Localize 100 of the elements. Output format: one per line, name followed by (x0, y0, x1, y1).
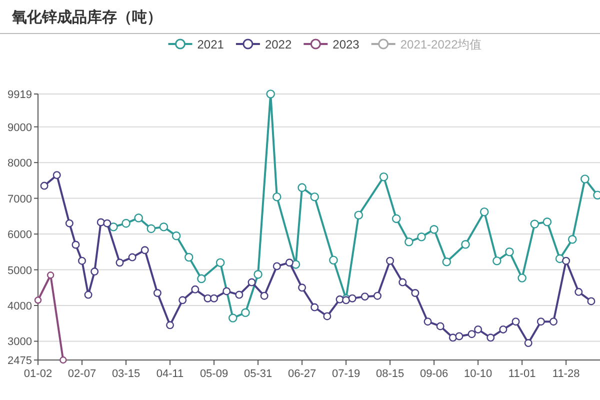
x-tick-label: 10-10 (464, 368, 492, 380)
point (348, 294, 356, 302)
point (499, 325, 508, 334)
y-tick-label: 6000 (8, 229, 32, 242)
point (52, 171, 61, 180)
point (480, 207, 489, 216)
y-tick-label: 3000 (8, 336, 32, 348)
point (455, 332, 464, 340)
point (562, 256, 570, 265)
point (134, 214, 143, 222)
point (254, 270, 262, 279)
point (90, 268, 99, 276)
point (518, 274, 526, 282)
point (430, 224, 438, 234)
point (329, 256, 338, 265)
point (310, 303, 319, 312)
point (235, 290, 244, 299)
point (424, 318, 432, 326)
x-tick-label: 05-09 (200, 368, 228, 380)
y-tick-label: 2475 (8, 355, 32, 367)
legend-label: 2022 (264, 38, 292, 52)
point (228, 314, 238, 322)
x-tick-label: 05-31 (244, 368, 272, 380)
point (512, 318, 520, 326)
x-tick-label: 07-19 (332, 368, 360, 380)
point (191, 285, 200, 294)
point (184, 252, 194, 262)
y-tick-label: 4000 (8, 300, 32, 313)
point (574, 288, 583, 296)
point (486, 334, 495, 342)
point (442, 258, 452, 266)
point (298, 284, 306, 292)
point (241, 308, 250, 318)
point (530, 220, 540, 228)
point (323, 312, 332, 320)
point (248, 278, 256, 286)
point (404, 238, 414, 246)
point (72, 240, 80, 249)
point (210, 294, 218, 302)
point (379, 172, 388, 182)
x-tick-label: 08-15 (376, 368, 404, 380)
point (587, 297, 596, 306)
point (461, 240, 470, 249)
point (555, 254, 564, 264)
point (40, 182, 48, 190)
point (468, 330, 476, 338)
point (417, 232, 426, 242)
legend-label: 2021-2022均值 (400, 38, 482, 52)
point (392, 214, 401, 224)
legend-label: 2023 (332, 38, 360, 52)
point (354, 210, 364, 220)
point (474, 325, 482, 334)
point (272, 262, 281, 270)
y-tick-label: 8000 (8, 158, 32, 170)
x-tick-label: 03-15 (112, 368, 140, 380)
chart-title: 氧化锌成品库存（吨） (11, 8, 162, 26)
point (122, 218, 130, 228)
y-tick-label: 9919 (8, 89, 32, 101)
point (260, 292, 268, 300)
point (178, 296, 187, 304)
point (266, 90, 275, 98)
x-tick-label: 11-28 (552, 368, 580, 380)
point (580, 174, 590, 184)
point (172, 231, 181, 240)
point (78, 256, 86, 265)
point (448, 334, 457, 342)
point (153, 289, 162, 297)
point (272, 192, 282, 202)
point (146, 224, 156, 234)
x-tick-label: 06-27 (288, 368, 316, 380)
point (524, 339, 532, 348)
point (60, 356, 67, 364)
x-tick-label: 01-02 (24, 368, 52, 380)
point (46, 272, 54, 279)
point (436, 322, 444, 330)
point (159, 222, 168, 232)
point (373, 292, 382, 300)
point (549, 318, 558, 326)
point (116, 258, 124, 267)
point (84, 290, 92, 299)
point (492, 256, 502, 266)
point (542, 217, 552, 226)
point (222, 287, 231, 296)
point (216, 258, 225, 268)
point (140, 246, 149, 254)
point (109, 222, 118, 232)
x-tick-label: 04-11 (156, 368, 184, 380)
y-tick-label: 5000 (8, 264, 32, 277)
point (298, 183, 306, 192)
point (166, 321, 174, 330)
x-tick-label: 02-07 (68, 368, 96, 380)
point (398, 278, 407, 286)
y-tick-label: 7000 (8, 193, 32, 206)
point (568, 235, 577, 244)
point (536, 318, 545, 326)
point (386, 256, 394, 265)
point (34, 296, 42, 304)
y-tick-label: 9000 (8, 122, 32, 134)
point (505, 248, 514, 256)
x-tick-label: 09-06 (420, 368, 448, 380)
